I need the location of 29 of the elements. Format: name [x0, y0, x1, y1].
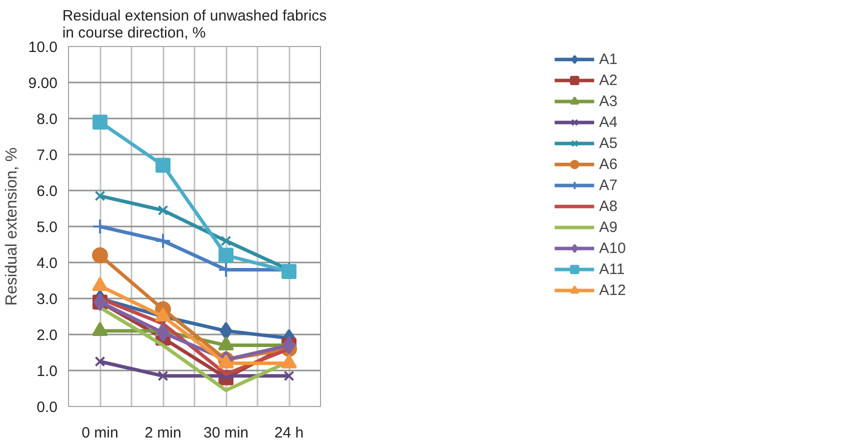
y-tick-label: 6.0: [36, 183, 58, 200]
legend-label: A5: [599, 134, 618, 152]
y-tick-label: 10.0: [28, 39, 58, 56]
legend-label: A10: [599, 239, 626, 257]
x-tick-label: 24 h: [274, 424, 304, 442]
legend-label: A8: [599, 197, 618, 215]
legend-label: A7: [599, 176, 618, 194]
x-tick-label: 2 min: [144, 424, 182, 442]
y-tick-label: 3.0: [36, 291, 58, 308]
chart-title: Residual extension of unwashed fabrics in course direction, %: [62, 8, 327, 42]
legend-label: A3: [599, 92, 618, 110]
x-tick-label: 30 min: [203, 424, 249, 442]
legend-label: A9: [599, 218, 618, 236]
legend-label: A1: [599, 50, 618, 68]
legend-label: A6: [599, 155, 618, 173]
y-tick-label: 8.0: [36, 111, 58, 128]
legend-label: A11: [599, 260, 625, 278]
x-tick-label: 0 min: [82, 424, 118, 442]
legend-label: A12: [599, 281, 626, 299]
legend-label: A4: [599, 113, 618, 131]
y-tick-label: 2.0: [36, 327, 58, 344]
y-tick-label: 7.0: [36, 147, 58, 164]
y-tick-label: 4.0: [36, 255, 58, 272]
y-tick-label: 5.0: [36, 219, 58, 236]
y-tick-label: 1.0: [36, 363, 58, 380]
y-axis-title: Residual extension, %: [3, 147, 20, 306]
y-tick-label: 0.0: [36, 399, 58, 416]
y-tick-label: 9.00: [28, 75, 58, 92]
legend-label: A2: [599, 71, 618, 89]
